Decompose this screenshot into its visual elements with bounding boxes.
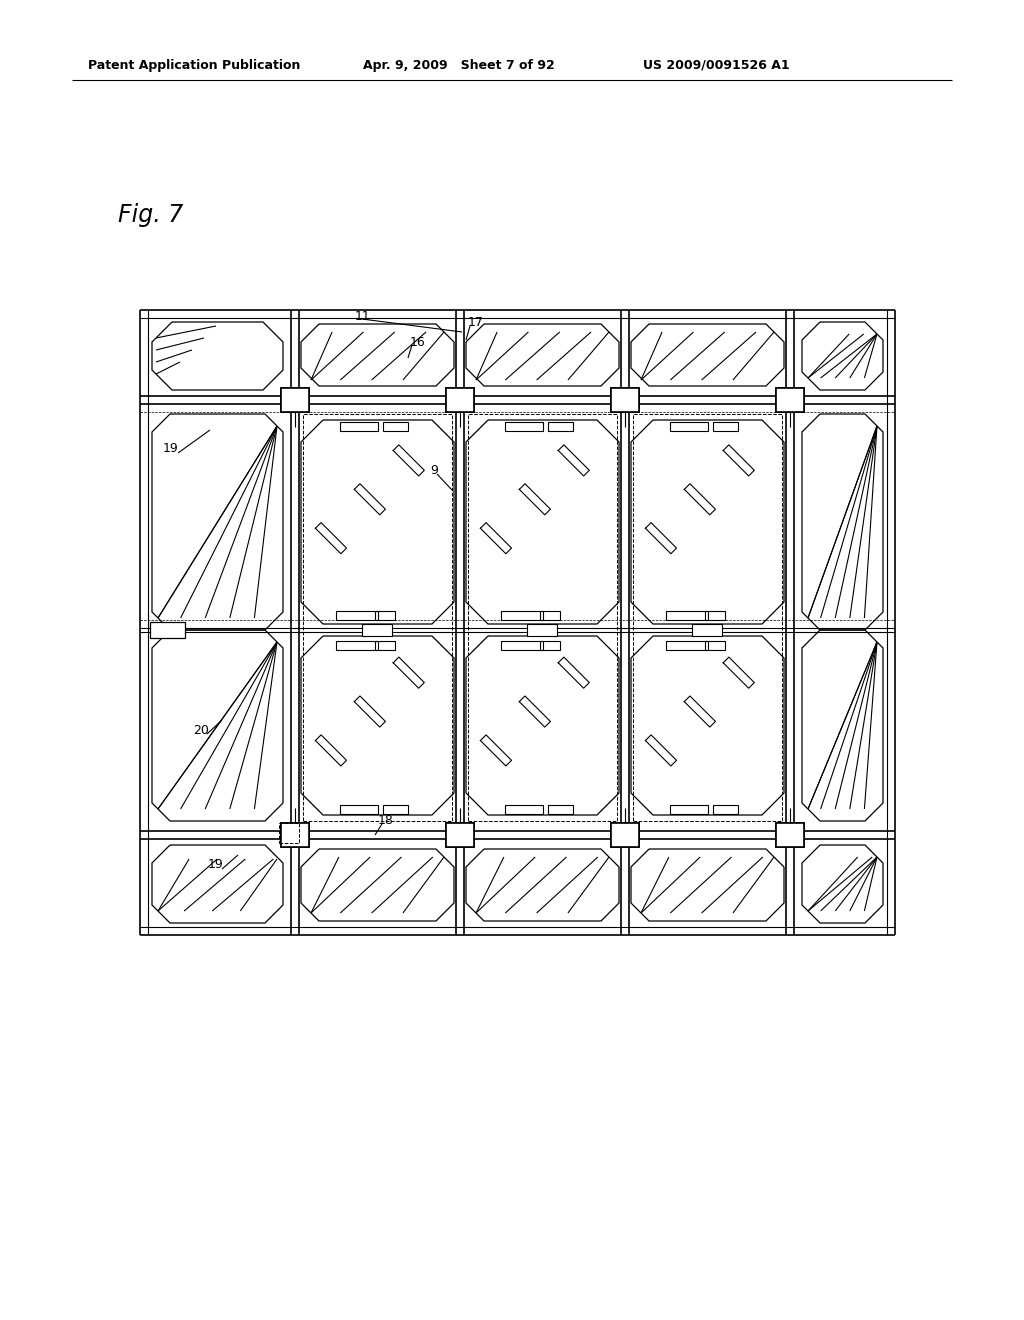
Text: Apr. 9, 2009   Sheet 7 of 92: Apr. 9, 2009 Sheet 7 of 92 [362,58,555,71]
Bar [548,805,573,814]
Bar [150,622,185,638]
Bar [336,611,378,620]
Bar [713,422,738,432]
Bar [666,611,708,620]
Bar [279,822,299,843]
Bar [446,388,474,412]
Bar [776,822,804,847]
Bar [692,624,722,636]
Bar [611,822,639,847]
Text: US 2009/0091526 A1: US 2009/0091526 A1 [643,58,790,71]
Text: Patent Application Publication: Patent Application Publication [88,58,300,71]
Bar [705,611,725,620]
Bar [527,624,557,636]
Bar [375,611,395,620]
Bar [540,611,560,620]
Bar [362,624,392,636]
Bar [340,422,378,432]
Bar [611,388,639,412]
Bar [776,822,804,847]
Text: 17: 17 [468,315,484,329]
Bar [670,805,708,814]
Bar [670,422,708,432]
Bar [633,414,782,821]
Bar [713,805,738,814]
Text: 20: 20 [193,723,209,737]
Bar [611,822,639,847]
Bar [281,822,309,847]
Bar [383,422,408,432]
Bar [446,388,474,412]
Bar [281,388,309,412]
Bar [540,642,560,649]
Bar [505,805,543,814]
Bar [383,805,408,814]
Text: 11: 11 [355,309,371,322]
Bar [501,642,543,649]
Bar [776,388,804,412]
Bar [303,414,452,821]
Bar [501,611,543,620]
Bar [281,822,309,847]
Bar [375,642,395,649]
Bar [776,388,804,412]
Text: 19: 19 [208,858,224,871]
Bar [468,414,617,821]
Bar [446,822,474,847]
Bar [336,642,378,649]
Text: 19: 19 [163,441,179,454]
Bar [611,388,639,412]
Text: 18: 18 [378,813,394,826]
Text: Fig. 7: Fig. 7 [118,203,183,227]
Bar [505,422,543,432]
Bar [548,422,573,432]
Bar [281,388,309,412]
Bar [340,805,378,814]
Text: 9: 9 [430,463,438,477]
Bar [666,642,708,649]
Bar [705,642,725,649]
Bar [446,822,474,847]
Text: 16: 16 [410,335,426,348]
